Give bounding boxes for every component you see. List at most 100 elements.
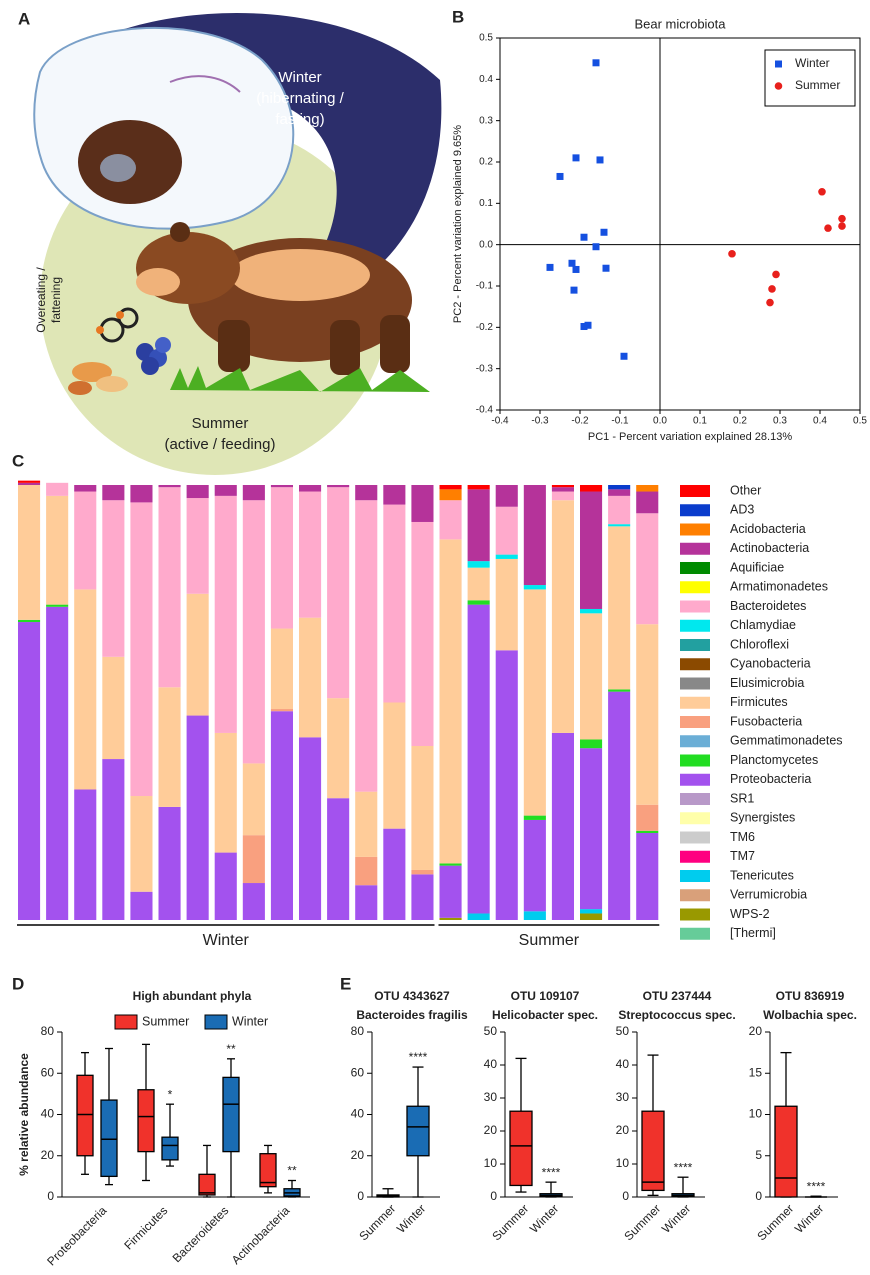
bar-segment: [383, 703, 405, 829]
point: [728, 250, 736, 258]
box: [260, 1154, 276, 1187]
chart-title: High abundant phyla: [133, 989, 252, 1003]
bar-segment: [187, 716, 209, 920]
legend-label: WPS-2: [730, 907, 770, 921]
bar-segment: [440, 485, 462, 489]
y-axis-label: % relative abundance: [17, 1053, 31, 1176]
legend-label: Fusobacteria: [730, 714, 802, 728]
legend-label: Summer: [795, 78, 840, 92]
box: [223, 1077, 239, 1151]
y-tick-label: -0.1: [476, 281, 494, 292]
bar-segment: [580, 739, 602, 748]
legend-swatch: [680, 697, 710, 709]
legend-swatch: [680, 658, 710, 670]
bar-segment: [468, 605, 490, 914]
legend-swatch: [680, 774, 710, 786]
y-tick-label: 0: [490, 1189, 497, 1203]
bar-segment: [187, 485, 209, 498]
x-tick-label: 0.0: [653, 416, 667, 427]
bar-segment: [524, 589, 546, 815]
side-label: Overeating /: [34, 267, 48, 333]
legend-label: Chlamydiae: [730, 618, 796, 632]
bar-segment: [355, 500, 377, 791]
chart-subtitle: Helicobacter spec.: [492, 1008, 598, 1022]
x-tick-label: -0.4: [491, 416, 509, 427]
bar-segment: [411, 870, 433, 874]
bar-segment: [496, 559, 518, 650]
x-tick-label: -0.1: [611, 416, 629, 427]
bar-segment: [243, 500, 265, 763]
y-tick-label: 20: [351, 1148, 365, 1162]
bar-segment: [440, 539, 462, 863]
bar-segment: [46, 607, 68, 920]
chart-subtitle: Bacteroides fragilis: [356, 1008, 468, 1022]
x-tick-label: 0.1: [693, 416, 707, 427]
y-tick-label: 20: [484, 1123, 498, 1137]
bar-segment: [18, 485, 40, 620]
bar-segment: [187, 498, 209, 594]
legend-marker: [775, 82, 783, 90]
bar-segment: [636, 624, 658, 805]
y-tick-label: 0: [47, 1189, 54, 1203]
bar-segment: [636, 805, 658, 831]
bar-segment: [580, 913, 602, 920]
bar-segment: [215, 733, 237, 853]
bar-segment: [468, 568, 490, 601]
y-tick-label: 0.3: [479, 115, 493, 126]
bear-leg: [218, 320, 250, 372]
point: [581, 323, 588, 330]
point: [557, 173, 564, 180]
bar-segment: [46, 605, 68, 607]
y-tick-label: 0: [755, 1189, 762, 1203]
significance: ****: [409, 1050, 428, 1064]
y-tick-label: 40: [616, 1057, 630, 1071]
bar-segment: [580, 492, 602, 609]
y-tick-label: 10: [616, 1156, 630, 1170]
bar-segment: [159, 807, 181, 920]
bar-segment: [496, 485, 518, 507]
legend-label: Gemmatimonadetes: [730, 734, 843, 748]
bar-segment: [608, 485, 630, 489]
x-tick-label: Summer: [489, 1201, 531, 1243]
bar-segment: [468, 485, 490, 489]
bar-segment: [524, 911, 546, 920]
x-tick-label: Firmicutes: [121, 1203, 170, 1252]
significance: ****: [807, 1179, 826, 1193]
bar-segment: [580, 748, 602, 909]
legend-swatch: [205, 1015, 227, 1029]
page-body: A Winter (hibernating / fasting) Overeat…: [0, 0, 870, 1275]
season-label: Summer: [192, 415, 249, 432]
bar-segment: [440, 500, 462, 539]
significance: **: [226, 1042, 236, 1056]
illustration: A Winter (hibernating / fasting) Overeat…: [18, 9, 441, 475]
x-tick-label: Winter: [659, 1201, 693, 1235]
legend-swatch: [680, 543, 710, 555]
chart-title: OTU 237444: [643, 989, 712, 1003]
y-tick-label: 20: [41, 1148, 55, 1162]
bar-segment: [18, 483, 40, 485]
bar-segment: [636, 513, 658, 624]
summer-bear-ear: [170, 222, 190, 242]
significance: *: [168, 1087, 173, 1101]
bar-segment: [608, 524, 630, 526]
bar-segment: [299, 737, 321, 920]
chart-title: OTU 4343627: [374, 989, 450, 1003]
bar-segment: [383, 505, 405, 703]
bar-segment: [440, 918, 462, 920]
y-tick-label: 0.1: [479, 198, 493, 209]
x-tick-label: 0.2: [733, 416, 747, 427]
bar-segment: [524, 485, 546, 585]
bar-segment: [496, 650, 518, 920]
point: [581, 234, 588, 241]
bar-segment: [524, 585, 546, 589]
bar-segment: [102, 759, 124, 920]
bar-segment: [608, 526, 630, 689]
y-tick-label: 0: [622, 1189, 629, 1203]
bar-segment: [271, 711, 293, 920]
bar-segment: [440, 489, 462, 500]
bar-segment: [74, 492, 96, 590]
legend-label: SR1: [730, 791, 754, 805]
box: [199, 1174, 215, 1195]
legend-swatch: [680, 485, 710, 497]
summer-bear-snout: [136, 268, 180, 296]
